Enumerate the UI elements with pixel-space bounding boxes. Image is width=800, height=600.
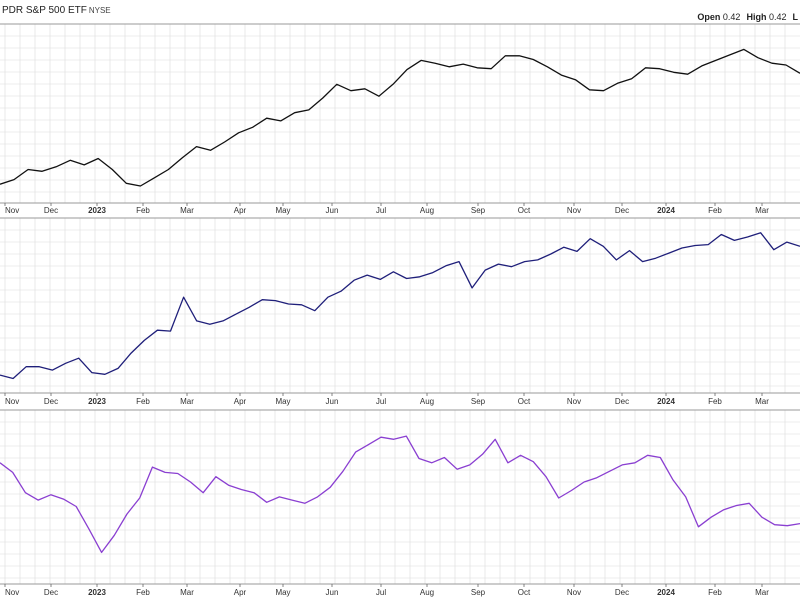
x-tick-label: Sep [471, 397, 486, 406]
symbol-name: PDR S&P 500 ETF [2, 5, 87, 16]
price-panel: Nov Dec 2023 Feb Mar Apr May Jun Jul Aug Sep Oct Nov… [0, 23, 800, 215]
x-tick-label: May [275, 588, 290, 597]
x-tick-label: Sep [471, 588, 486, 597]
x-tick-label: Feb [708, 206, 722, 215]
x-tick-label: Apr [234, 397, 247, 406]
x-tick-label: Nov [567, 206, 581, 215]
x-tick-label: Sep [471, 206, 486, 215]
gridlines [0, 218, 800, 393]
x-tick-label: Jul [376, 206, 386, 215]
x-tick-label: Oct [518, 206, 531, 215]
x-tick-label: Feb [136, 206, 150, 215]
gridlines [0, 410, 800, 584]
x-tick-label: 2024 [657, 397, 675, 406]
gridlines [0, 24, 800, 203]
low-label-truncated: L [792, 12, 799, 22]
x-tick-label: May [275, 206, 290, 215]
x-tick-label: Aug [420, 206, 434, 215]
x-tick-label: Mar [180, 588, 194, 597]
x-tick-label: Feb [708, 588, 722, 597]
chart-header: PDR S&P 500 ETF NYSE Open 0.42 High 0.42 L [0, 0, 800, 24]
x-tick-label: Dec [615, 397, 629, 406]
x-tick-label: Nov [5, 397, 19, 406]
x-tick-label: Mar [180, 397, 194, 406]
x-tick-label: 2024 [657, 206, 675, 215]
x-tick-label: Apr [234, 206, 247, 215]
x-tick-label: Nov [567, 397, 581, 406]
x-tick-label: 2024 [657, 588, 675, 597]
x-tick-label: Feb [136, 397, 150, 406]
x-tick-label: Dec [615, 588, 629, 597]
x-tick-label: Apr [234, 588, 247, 597]
x-tick-label: Feb [708, 397, 722, 406]
x-tick-label: Jun [326, 588, 339, 597]
x-tick-label: 2023 [88, 397, 106, 406]
x-tick-label: Mar [755, 397, 769, 406]
open-label: Open [697, 12, 721, 22]
series-line [0, 232, 800, 380]
high-label: High [746, 12, 767, 22]
symbol-title: PDR S&P 500 ETF NYSE [2, 5, 111, 16]
x-tick-label: Jul [376, 397, 386, 406]
x-tick-label: Jul [376, 588, 386, 597]
x-tick-label: Nov [5, 588, 19, 597]
x-tick-label: Jun [326, 397, 339, 406]
series-line [0, 435, 800, 554]
x-tick-label: Dec [44, 206, 58, 215]
ohl-readout: Open 0.42 High 0.42 L [697, 12, 798, 22]
x-tick-label: Feb [136, 588, 150, 597]
x-tick-label: Mar [755, 588, 769, 597]
x-tick-label: Mar [755, 206, 769, 215]
x-tick-label: Dec [615, 206, 629, 215]
open-value: 0.42 [722, 12, 741, 22]
x-tick-label: Nov [5, 206, 19, 215]
x-tick-label: Nov [567, 588, 581, 597]
x-tick-label: Aug [420, 397, 434, 406]
x-tick-label: Jun [326, 206, 339, 215]
x-tick-label: Oct [518, 397, 531, 406]
exchange-label: NYSE [88, 6, 111, 15]
x-tick-label: Mar [180, 206, 194, 215]
x-tick-label: 2023 [88, 206, 106, 215]
high-value: 0.42 [768, 12, 787, 22]
indicator-panel-2: Nov Dec 2023 Feb Mar Apr May Jun Jul Aug Sep Oct Nov… [0, 409, 800, 597]
x-tick-label: Dec [44, 397, 58, 406]
series-line [0, 48, 800, 187]
x-tick-label: Aug [420, 588, 434, 597]
x-tick-label: 2023 [88, 588, 106, 597]
indicator-panel-1: Nov Dec 2023 Feb Mar Apr May Jun Jul Aug Sep Oct Nov… [0, 217, 800, 406]
x-tick-label: Dec [44, 588, 58, 597]
x-tick-label: May [275, 397, 290, 406]
x-tick-label: Oct [518, 588, 531, 597]
